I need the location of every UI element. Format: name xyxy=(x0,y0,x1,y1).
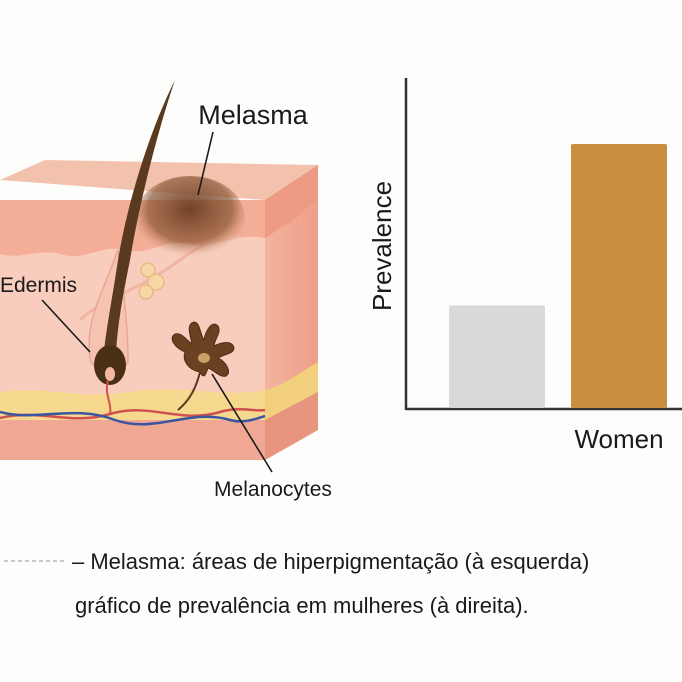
label-edermis: Edermis xyxy=(0,274,77,297)
subcutis-side xyxy=(265,392,318,460)
label-melanocytes: Melanocytes xyxy=(214,478,332,501)
sebaceous-gland xyxy=(138,262,165,300)
side-epidermis xyxy=(265,165,318,238)
hair-papilla xyxy=(105,367,115,381)
melanocyte-cell xyxy=(171,321,235,377)
blood-vessel-red xyxy=(0,408,266,420)
caption-dash-decoration xyxy=(4,560,64,563)
melanocytes-leader-line xyxy=(211,373,273,473)
caption-line-1-text: – Melasma: áreas de hiperpigmentação (à … xyxy=(72,549,590,574)
hair-vessel xyxy=(105,379,112,415)
hair-shaft xyxy=(104,80,175,352)
edermis-leader-line xyxy=(41,299,91,353)
blood-vessel-blue xyxy=(0,410,266,426)
label-melasma: Melasma xyxy=(198,100,309,130)
bar-unlabeled xyxy=(449,305,545,408)
melanocyte-nucleus xyxy=(198,353,210,363)
x-tick-labels: Women xyxy=(574,424,663,454)
caption-line-2: gráfico de prevalência em mulheres (à di… xyxy=(75,593,529,618)
y-axis-label: Prevalence xyxy=(367,181,397,311)
melasma-spot xyxy=(135,176,245,260)
x-tick-label: Women xyxy=(574,424,663,454)
fat-layer-side xyxy=(265,362,318,420)
bars xyxy=(449,144,667,408)
skin-cross-section xyxy=(0,80,318,460)
hair-bulb xyxy=(94,345,126,385)
skin-top-face xyxy=(0,160,318,200)
melasma-leader-line xyxy=(197,131,214,196)
prevalence-chart: Women Prevalence xyxy=(367,78,682,454)
caption-line-1: – Melasma: áreas de hiperpigmentação (à … xyxy=(0,540,589,584)
bar-women xyxy=(571,144,667,408)
melanocyte-tail xyxy=(177,371,201,411)
subcutis-layer xyxy=(0,420,265,460)
